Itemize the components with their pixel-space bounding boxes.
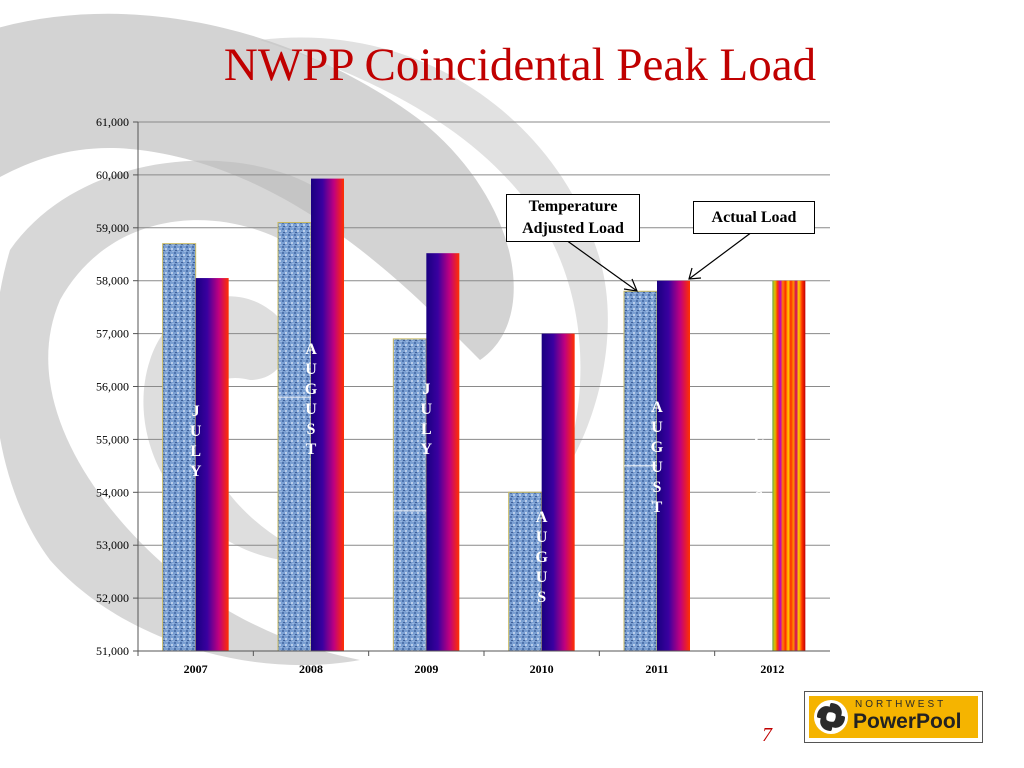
bar-month-label-letter: A bbox=[651, 399, 663, 416]
bar-month-label-letter: C bbox=[753, 449, 765, 466]
arrow-actual-head bbox=[688, 267, 702, 280]
bar-month-label-letter: Y bbox=[190, 463, 202, 480]
bar-month-label-letter: G bbox=[305, 381, 318, 398]
bar-month-label-letter: F bbox=[754, 369, 764, 386]
bar-month-label-letter: U bbox=[651, 419, 663, 436]
x-tick-label: 2010 bbox=[530, 662, 554, 676]
callout-arrows bbox=[565, 231, 753, 292]
bar-month-label-letter: S bbox=[754, 489, 763, 506]
bar-month-label-letter: T bbox=[306, 441, 317, 458]
bar-month-label-letter: L bbox=[190, 443, 201, 460]
bar-month-label-letter: U bbox=[536, 569, 548, 586]
bar-month-label-letter: S bbox=[537, 589, 546, 606]
bar-actual-load bbox=[311, 178, 344, 651]
y-tick-label: 52,000 bbox=[96, 591, 129, 605]
bar-temperature-adjusted bbox=[392, 338, 427, 652]
bar-month-label-letter: U bbox=[651, 459, 663, 476]
bars bbox=[162, 178, 806, 652]
bar-month-label-letter: T bbox=[652, 499, 663, 516]
arrow-temp-adjusted bbox=[565, 239, 638, 292]
bar-month-label-letter: R bbox=[753, 409, 765, 426]
bar-month-label-letter: A bbox=[753, 469, 765, 486]
bar-actual-load bbox=[657, 280, 690, 651]
logo-background: NORTHWEST PowerPool bbox=[809, 696, 978, 738]
y-tick-label: 54,000 bbox=[96, 485, 129, 499]
x-tick-label: 2008 bbox=[299, 662, 323, 676]
bar-month-label-letter: U bbox=[536, 529, 548, 546]
page-number: 7 bbox=[762, 724, 772, 746]
swirl-logo-icon bbox=[814, 700, 848, 734]
bar-month-label-letter: T bbox=[753, 509, 764, 526]
bar-actual-load bbox=[541, 333, 575, 651]
axes: 51,000 52,000 53,000 54,000 55,000 56,000 57,0… bbox=[96, 115, 830, 676]
logo-text-bottom: PowerPool bbox=[853, 710, 962, 733]
x-tick-label: 2012 bbox=[760, 662, 784, 676]
x-tick-label: 2007 bbox=[184, 662, 208, 676]
bar-month-label-letter: Y bbox=[421, 441, 433, 458]
bar-month-label-letter: U bbox=[305, 361, 317, 378]
northwest-powerpool-logo: NORTHWEST PowerPool bbox=[804, 691, 983, 743]
bar-month-label-letter: G bbox=[651, 439, 664, 456]
y-tick-label: 53,000 bbox=[96, 538, 129, 552]
bar-forecast bbox=[772, 280, 806, 651]
bar-month-label-letter: S bbox=[307, 421, 316, 438]
logo-text-top: NORTHWEST bbox=[855, 699, 947, 710]
bar-temperature-adjusted bbox=[277, 222, 312, 652]
swirl-shape-arc bbox=[260, 37, 608, 480]
bar-month-label-letter: G bbox=[535, 549, 548, 566]
y-tick-label: 59,000 bbox=[96, 221, 129, 235]
y-tick-label: 56,000 bbox=[96, 380, 129, 394]
y-tick-label: 57,000 bbox=[96, 327, 129, 341]
bar-month-label-letter: S bbox=[653, 479, 662, 496]
bar-actual-load bbox=[426, 253, 460, 651]
bar-month-label-letter: A bbox=[305, 341, 317, 358]
swirl-shape-outer bbox=[0, 13, 514, 360]
y-tick-label: 58,000 bbox=[96, 274, 129, 288]
y-tick-label: 61,000 bbox=[96, 115, 129, 129]
x-tick-label: 2011 bbox=[645, 662, 668, 676]
bar-temperature-adjusted bbox=[623, 290, 658, 652]
bar-month-label-letter: E bbox=[753, 429, 764, 446]
slide-title: NWPP Coincidental Peak Load bbox=[223, 39, 817, 91]
arrow-actual bbox=[688, 231, 753, 280]
callout-temperature-adjusted-load: Temperature Adjusted Load bbox=[506, 194, 640, 242]
bar-month-label-letter: L bbox=[421, 421, 432, 438]
callout-actual-load: Actual Load bbox=[693, 201, 815, 234]
y-tick-label: 51,000 bbox=[96, 644, 129, 658]
y-tick-label: 55,000 bbox=[96, 432, 129, 446]
bar-month-label-letter: U bbox=[190, 423, 202, 440]
swirl-shape-mid bbox=[0, 160, 360, 666]
bar-month-label-letter: A bbox=[536, 509, 548, 526]
bar-temperature-adjusted bbox=[162, 243, 197, 652]
y-tick-label: 60,000 bbox=[96, 168, 129, 182]
arrow-temp-head bbox=[623, 278, 638, 292]
bar-month-label-letter: O bbox=[753, 389, 765, 406]
bar-month-label-letter: U bbox=[421, 401, 433, 418]
bar-month-label-letter: J bbox=[422, 381, 430, 398]
bar-month-label-letter: J bbox=[192, 403, 200, 420]
bar-actual-load bbox=[195, 278, 229, 651]
x-tick-label: 2009 bbox=[414, 662, 438, 676]
bar-month-label-letter: U bbox=[305, 401, 317, 418]
